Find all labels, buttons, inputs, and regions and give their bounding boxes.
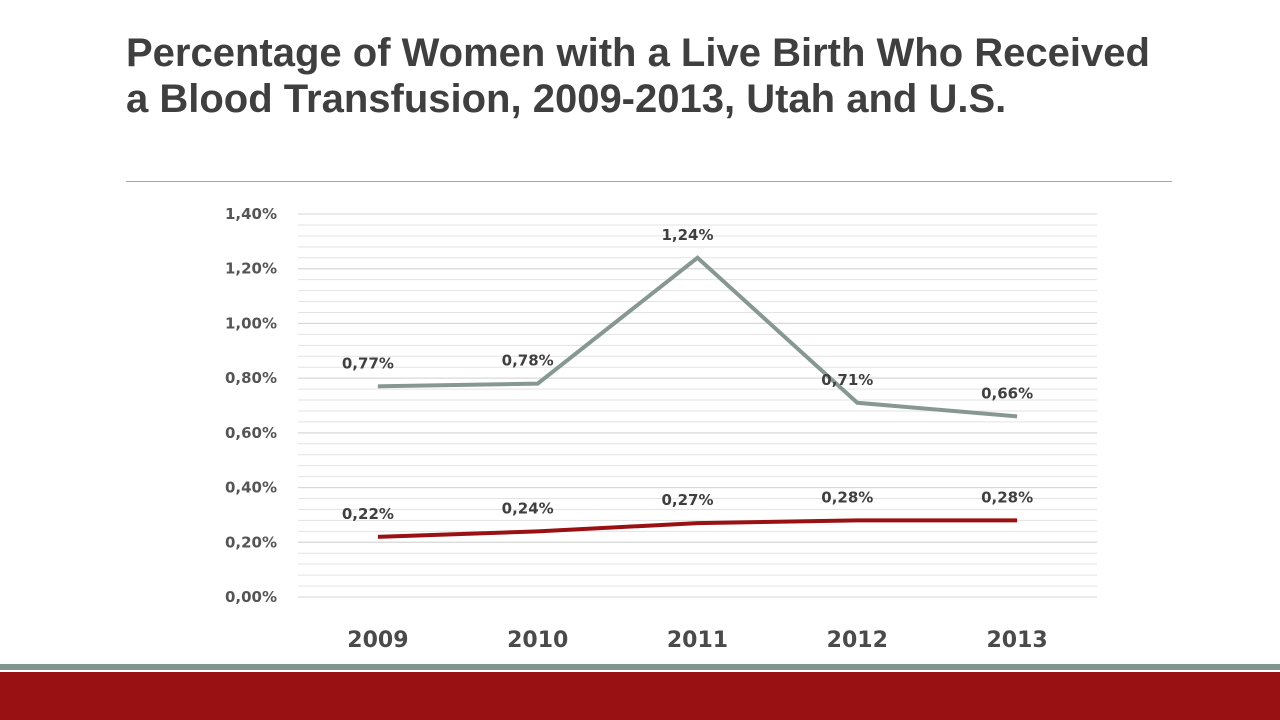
slide-title: Percentage of Women with a Live Birth Wh… — [126, 31, 1150, 121]
data-label: 0,22% — [342, 505, 394, 523]
data-label: 0,77% — [342, 354, 394, 372]
data-label: 0,66% — [981, 384, 1033, 402]
data-label: 0,24% — [502, 499, 554, 517]
y-tick-label: 1,20% — [225, 260, 277, 278]
y-tick-label: 0,60% — [225, 424, 277, 442]
data-label: 0,27% — [661, 491, 713, 509]
series-line-1 — [377, 255, 1018, 419]
y-tick-label: 1,40% — [225, 205, 277, 223]
y-tick-label: 0,80% — [225, 369, 277, 387]
chart-canvas: 0,00% 0,20% 0,40% 0,60% 0,80% 1,00% 1,20% 1,40%… — [225, 205, 1097, 653]
y-tick-label: 1,00% — [225, 314, 277, 332]
footer-stripe — [0, 664, 1280, 670]
y-tick-label: 0,40% — [225, 479, 277, 497]
x-tick-label: 2012 — [827, 628, 888, 653]
x-tick-label: 2011 — [667, 628, 728, 653]
y-tick-label: 0,00% — [225, 588, 277, 606]
y-tick-label: 0,20% — [225, 533, 277, 551]
footer-band — [0, 672, 1280, 720]
data-label: 0,71% — [821, 371, 873, 389]
data-label: 0,78% — [502, 352, 554, 370]
data-label: 0,28% — [981, 488, 1033, 506]
x-tick-label: 2010 — [507, 628, 568, 653]
x-tick-label: 2013 — [986, 628, 1047, 653]
title-divider — [126, 181, 1172, 182]
data-label: 0,28% — [821, 488, 873, 506]
x-tick-label: 2009 — [347, 628, 408, 653]
series-line-2 — [377, 518, 1018, 539]
data-label: 1,24% — [661, 226, 713, 244]
